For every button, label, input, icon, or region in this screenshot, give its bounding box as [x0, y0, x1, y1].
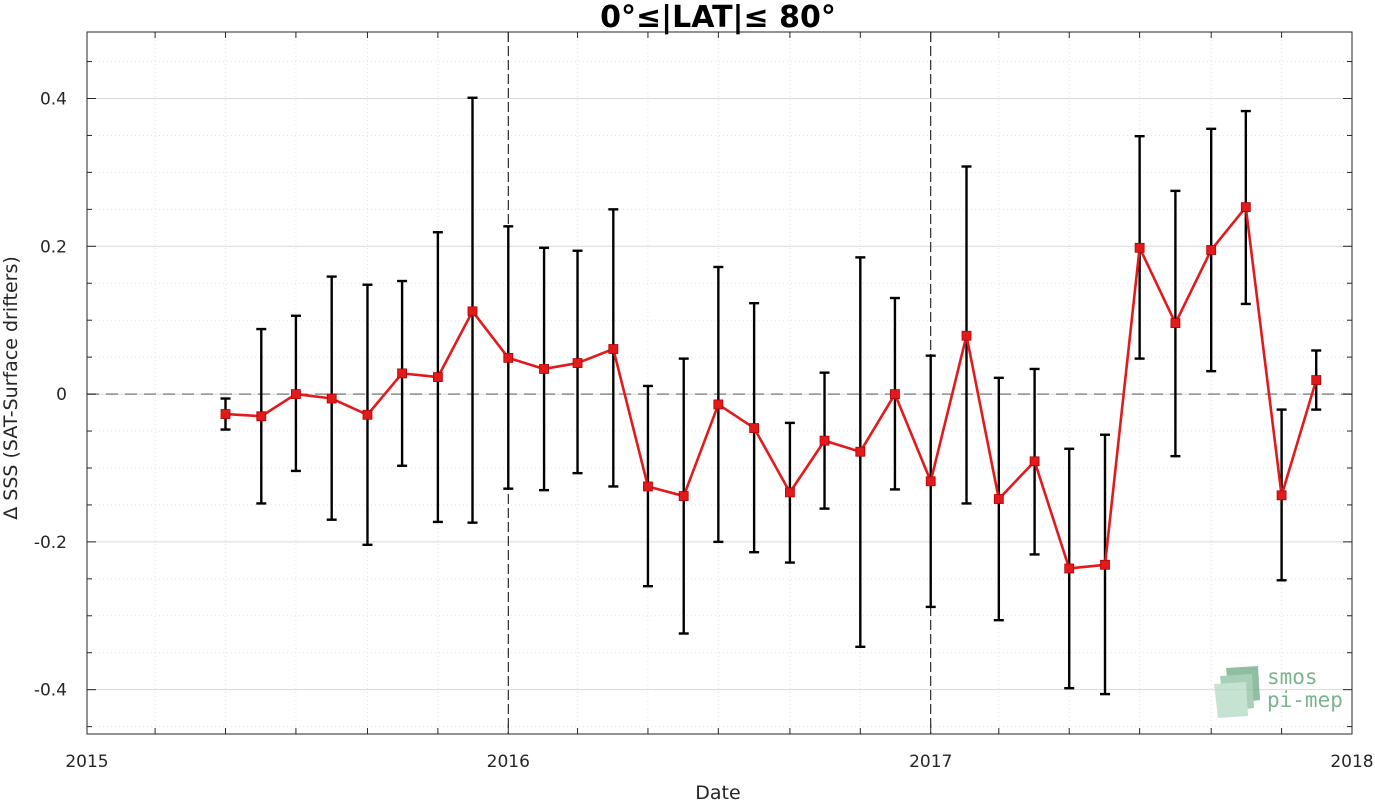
y-tick-label: -0.4 — [34, 681, 67, 701]
axis-ticks — [86, 32, 1352, 734]
data-point-marker — [1029, 456, 1040, 467]
data-points — [220, 202, 1322, 574]
x-tick-label: 2015 — [65, 752, 108, 772]
y-tick-label: 0 — [56, 385, 67, 405]
data-point-marker — [1276, 490, 1287, 501]
x-axis-label: Date — [695, 782, 740, 801]
data-point-marker — [855, 446, 866, 457]
y-tick-label: -0.2 — [34, 533, 67, 553]
data-point-marker — [1064, 563, 1075, 574]
logo-text-smos: smos — [1267, 665, 1318, 689]
data-point-marker — [291, 389, 301, 399]
data-point-marker — [362, 409, 373, 420]
data-point-marker — [608, 344, 619, 354]
y-tick-label: 0.2 — [40, 237, 67, 257]
data-point-marker — [1206, 245, 1217, 255]
data-point-marker — [1240, 202, 1251, 213]
data-point-marker — [220, 409, 231, 419]
error-bars — [220, 96, 1322, 696]
data-point-marker — [503, 352, 514, 363]
y-tick-label: 0.4 — [40, 90, 67, 110]
data-point-marker — [925, 476, 936, 487]
data-point-marker — [256, 411, 267, 422]
data-point-marker — [1134, 242, 1145, 253]
x-tick-label: 2016 — [487, 752, 530, 772]
plot-frame — [86, 31, 1353, 735]
series-line — [225, 205, 1318, 570]
chart-title: 0°≤|LAT|≤ 80° — [600, 0, 836, 35]
data-point-marker — [749, 423, 760, 433]
data-point-marker — [819, 435, 830, 446]
data-point-marker — [432, 372, 443, 382]
x-tick-label: 2018 — [1330, 752, 1373, 772]
logo-map-icon — [1214, 666, 1260, 718]
data-point-marker — [678, 491, 689, 501]
data-point-marker — [572, 358, 583, 368]
data-point-marker — [467, 306, 478, 317]
data-point-marker — [890, 389, 900, 399]
data-point-marker — [785, 487, 795, 498]
data-point-marker — [1100, 559, 1110, 570]
data-point-marker — [397, 368, 407, 379]
data-point-marker — [993, 494, 1004, 504]
data-point-marker — [539, 364, 549, 374]
tick-labels: 2015 2016 2017 2018 0.4 0.2 0 -0.2 -0.4 — [34, 90, 1374, 772]
logo-text-pi-mep: pi-mep — [1267, 688, 1343, 712]
y-axis-label: Δ SSS (SAT-Surface drifters) — [0, 256, 22, 520]
data-point-marker — [1311, 375, 1322, 385]
data-point-marker — [1170, 318, 1181, 329]
x-tick-label: 2017 — [909, 752, 952, 772]
smos-pi-mep-logo: smos pi-mep — [1214, 665, 1343, 718]
data-point-marker — [643, 481, 653, 492]
data-point-marker — [961, 330, 972, 341]
data-point-marker — [326, 393, 337, 404]
series-line-group — [225, 205, 1318, 570]
data-point-marker — [713, 399, 724, 410]
